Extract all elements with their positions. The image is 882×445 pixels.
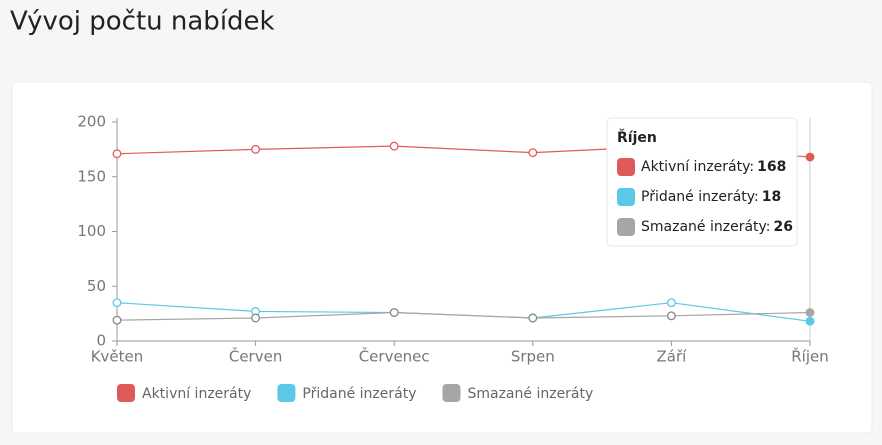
x-tick-label: Srpen xyxy=(511,348,555,366)
tooltip-label: Přidané inzeráty: xyxy=(641,189,759,205)
tooltip-value: 26 xyxy=(774,219,793,235)
tooltip-label: Smazané inzeráty: xyxy=(641,219,771,235)
y-tick-label: 150 xyxy=(77,167,106,185)
tooltip-title: Říjen xyxy=(617,129,657,146)
data-point xyxy=(112,149,122,159)
data-point xyxy=(528,313,538,323)
tooltip xyxy=(606,117,798,247)
tooltip-value: 18 xyxy=(762,189,781,205)
tooltip-swatch xyxy=(617,158,635,176)
x-tick-label: Září xyxy=(656,348,687,366)
y-tick-label: 100 xyxy=(77,222,106,240)
data-point xyxy=(112,298,122,308)
page-title: Vývoj počtu nabídek xyxy=(10,7,275,37)
legend-label: Přidané inzeráty xyxy=(302,386,416,402)
series-line xyxy=(116,311,811,321)
data-point xyxy=(528,148,538,158)
data-point xyxy=(389,308,399,317)
x-tick-label: Říjen xyxy=(791,347,829,366)
legend-swatch xyxy=(117,384,135,402)
legend-swatch xyxy=(442,384,461,402)
x-tick-label: Červen xyxy=(229,347,282,366)
x-tick-label: Květen xyxy=(91,348,144,366)
tooltip-swatch xyxy=(617,218,635,236)
data-point xyxy=(805,316,815,326)
data-point xyxy=(805,308,815,317)
tooltip-value: 168 xyxy=(757,159,786,175)
data-point xyxy=(805,152,815,162)
tooltip-label: Aktivní inzeráty: xyxy=(641,159,754,175)
data-point xyxy=(251,144,261,154)
tooltip-swatch xyxy=(617,188,635,206)
legend-swatch xyxy=(277,384,296,402)
y-tick-label: 200 xyxy=(77,113,106,131)
data-point xyxy=(251,313,261,323)
legend-label: Aktivní inzeráty xyxy=(142,386,251,402)
data-point xyxy=(112,315,122,325)
x-tick-label: Červenec xyxy=(359,347,430,366)
legend-label: Smazané inzeráty xyxy=(467,386,593,402)
data-point xyxy=(666,298,676,308)
y-tick-label: 50 xyxy=(87,277,106,295)
y-tick-label: 0 xyxy=(96,332,106,350)
data-point xyxy=(389,141,399,151)
data-point xyxy=(666,311,676,321)
